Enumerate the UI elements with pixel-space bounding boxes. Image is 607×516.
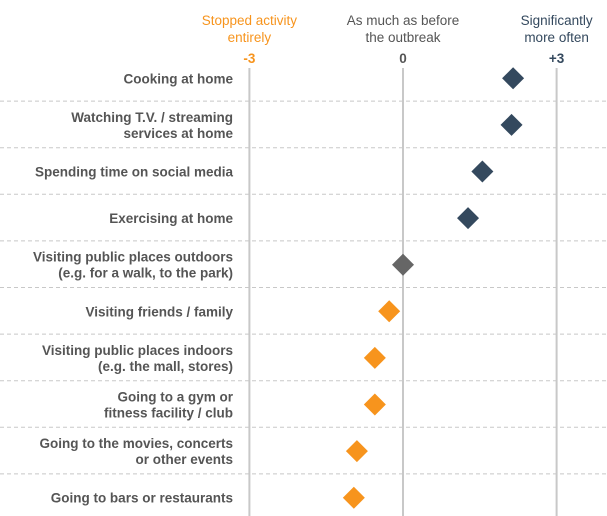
category-label: or other events — [135, 452, 233, 467]
scale-header-text: As much as before — [347, 13, 460, 28]
category-label: Visiting friends / family — [85, 304, 233, 319]
data-point-diamond — [363, 346, 386, 369]
category-label: Watching T.V. / streaming — [71, 110, 233, 125]
scale-header-text: Significantly — [521, 13, 593, 28]
category-label: Visiting public places indoors — [42, 343, 233, 358]
tick-label: 0 — [399, 51, 407, 66]
gridlines — [0, 68, 607, 516]
data-point-diamond — [502, 67, 525, 90]
scale-header-text: entirely — [228, 30, 272, 45]
tick-label: -3 — [243, 51, 255, 66]
data-point-diamond — [471, 160, 494, 183]
data-point-diamond — [378, 300, 401, 323]
category-label: (e.g. for a walk, to the park) — [58, 266, 233, 281]
category-label: Going to the movies, concerts — [39, 436, 233, 451]
category-label: Cooking at home — [123, 71, 233, 86]
category-labels: Cooking at home Watching T.V. / streaming… — [33, 71, 234, 505]
scale-headers: Stopped activity entirely -3 As much as bef… — [202, 13, 593, 66]
category-label: (e.g. the mall, stores) — [98, 359, 233, 374]
category-label: Spending time on social media — [35, 165, 234, 180]
data-point-diamond — [363, 393, 386, 416]
category-label: Exercising at home — [109, 211, 233, 226]
scale-header-text: Stopped activity — [202, 13, 298, 28]
data-point-diamond — [500, 113, 523, 136]
data-point-diamond — [457, 207, 480, 230]
category-label: services at home — [123, 126, 233, 141]
tick-label: +3 — [549, 51, 565, 66]
data-point-diamond — [345, 440, 368, 463]
category-label: fitness facility / club — [104, 406, 233, 421]
category-label: Going to a gym or — [117, 390, 233, 405]
category-label: Going to bars or restaurants — [51, 491, 233, 506]
data-point-diamond — [342, 486, 365, 509]
data-point-diamond — [392, 253, 414, 276]
data-points — [342, 67, 525, 509]
scale-header-text: more often — [524, 30, 589, 45]
category-label: Visiting public places outdoors — [33, 250, 233, 265]
scale-header-text: the outbreak — [365, 30, 440, 45]
